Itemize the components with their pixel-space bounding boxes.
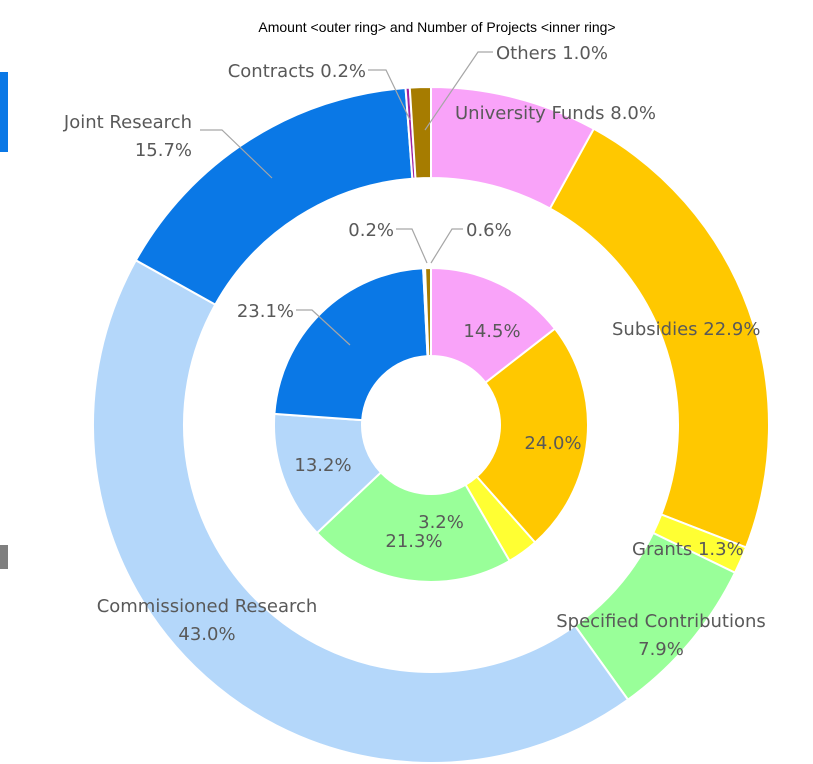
outer-labels: University Funds 8.0% Subsidies 22.9% Gr… — [63, 43, 766, 660]
data-label: Grants 1.3% — [632, 539, 744, 560]
side-tab — [0, 72, 8, 152]
data-label: Subsidies 22.9% — [612, 319, 760, 340]
data-label: 13.2% — [294, 455, 351, 476]
data-label: 23.1% — [237, 301, 294, 322]
data-label: Contracts 0.2% — [228, 61, 366, 82]
data-label: 24.0% — [524, 433, 581, 454]
data-label: 21.3% — [385, 531, 442, 552]
data-label: 14.5% — [463, 321, 520, 342]
data-label: 3.2% — [418, 512, 464, 533]
leader-lines — [200, 51, 493, 346]
leader-line — [200, 129, 273, 179]
data-label: Commissioned Research 43.0% — [97, 596, 318, 645]
rings — [92, 85, 770, 764]
leader-line — [296, 309, 351, 346]
ring-segment — [475, 327, 589, 544]
leader-line — [430, 228, 463, 264]
ring-segment — [424, 266, 432, 358]
data-label: University Funds 8.0% — [455, 103, 656, 124]
leader-line — [424, 51, 493, 131]
leader-line — [368, 69, 411, 121]
ring-segment — [92, 258, 630, 764]
chart-title: Amount <outer ring> and Number of Projec… — [258, 19, 615, 35]
ring-segment — [315, 471, 511, 583]
data-label: 0.2% — [348, 220, 394, 241]
ring-segment — [408, 85, 432, 180]
inner-labels: 14.5% 24.0% 3.2% 21.3% 13.2% 23.1% 0.2% … — [237, 220, 582, 552]
side-tab — [0, 545, 8, 569]
data-label: Others 1.0% — [496, 43, 608, 64]
data-label: 0.6% — [466, 220, 512, 241]
data-label: Joint Research 15.7% — [63, 112, 192, 161]
leader-line — [396, 228, 428, 264]
ring-segment — [273, 267, 429, 422]
data-label: Specified Contributions 7.9% — [556, 611, 766, 660]
